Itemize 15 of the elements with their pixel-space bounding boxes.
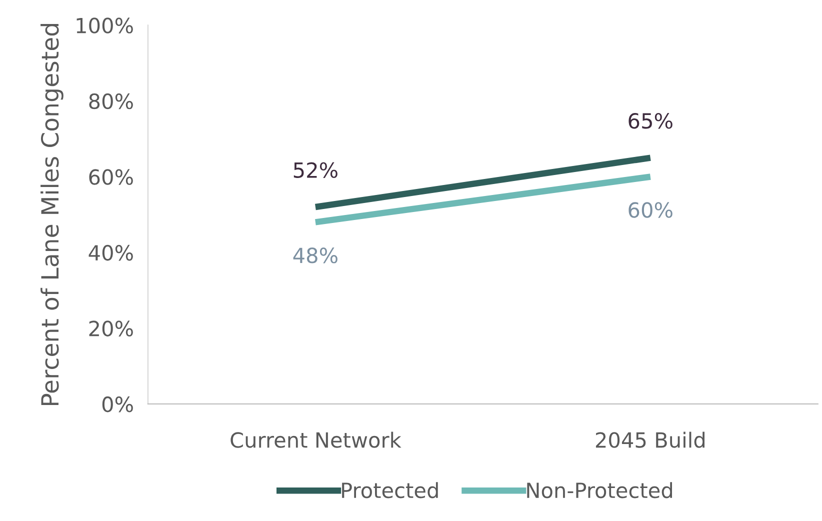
y-tick-label: 100% xyxy=(76,18,133,34)
y-tick-label: 80% xyxy=(89,93,133,110)
data-label: 48% xyxy=(293,248,338,264)
y-tick-label: 40% xyxy=(88,244,133,261)
y-tick-label: 0% xyxy=(102,396,133,412)
y-tick-label: 60% xyxy=(89,169,133,185)
x-tick-label: 2045 Build xyxy=(596,432,704,448)
y-tick-label: 20% xyxy=(89,320,133,336)
data-label: 65% xyxy=(628,112,672,129)
legend-label: Non-Protected xyxy=(527,482,672,498)
data-label: 52% xyxy=(294,162,338,178)
data-label: 60% xyxy=(628,202,672,218)
y-axis-title: Percent of Lane Miles Congested xyxy=(40,24,64,406)
legend-label: Protected xyxy=(342,482,438,498)
x-tick-label: Current Network xyxy=(230,432,402,448)
